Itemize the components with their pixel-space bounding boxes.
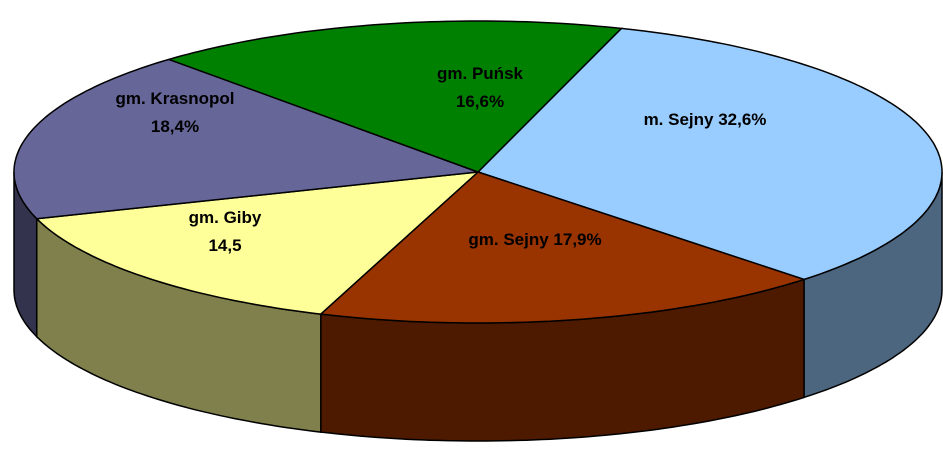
category-label: m. Sejny <box>643 110 714 129</box>
slice-label: gm. Giby 14,5 <box>178 204 273 260</box>
value-label: 14,5 <box>208 236 242 255</box>
slice <box>319 171 807 324</box>
slice-label: m. Sejny 32,6% <box>575 106 835 134</box>
value-label: 32,6% <box>718 110 767 129</box>
slice-label: gm. Krasnopol 18,4% <box>100 85 250 141</box>
slice <box>476 27 943 281</box>
value-label: 18,4% <box>150 117 200 136</box>
category-label: gm. Puńsk <box>437 64 523 83</box>
value-label: 16,6% <box>455 92 505 111</box>
category-label: gm. Sejny <box>468 230 549 249</box>
slice <box>13 58 479 220</box>
slice-label: gm. Puńsk 16,6% <box>430 60 530 116</box>
value-label: 17,9% <box>553 230 602 249</box>
category-label: gm. Krasnopol <box>115 89 235 108</box>
category-label: gm. Giby <box>188 208 262 227</box>
slice-label: gm. Sejny 17,9% <box>405 226 665 254</box>
slice <box>166 20 624 173</box>
